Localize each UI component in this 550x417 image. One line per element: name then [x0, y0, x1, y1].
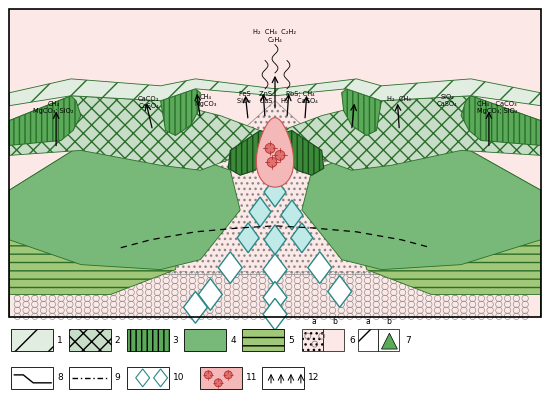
Polygon shape [264, 225, 286, 255]
Bar [242, 329, 284, 351]
Circle shape [275, 151, 285, 160]
Bar [12, 367, 53, 389]
Polygon shape [121, 101, 429, 274]
Polygon shape [136, 369, 150, 387]
Bar [262, 367, 304, 389]
Polygon shape [228, 131, 275, 175]
Text: CH₄
MgCO₃: CH₄ MgCO₃ [194, 94, 217, 107]
Polygon shape [281, 200, 303, 230]
Circle shape [224, 371, 232, 379]
Text: 2: 2 [115, 336, 120, 344]
Polygon shape [249, 197, 271, 227]
Polygon shape [461, 96, 541, 146]
Polygon shape [9, 146, 240, 269]
Bar [126, 367, 168, 389]
Text: 4: 4 [230, 336, 236, 344]
Polygon shape [9, 96, 81, 146]
Polygon shape [9, 146, 185, 317]
Polygon shape [237, 223, 259, 253]
Text: CH₄   CaCO₃
MgCO₃; SiO₂: CH₄ CaCO₃ MgCO₃; SiO₂ [476, 101, 517, 114]
Text: PbS; CH₄
H₂    CaSO₄: PbS; CH₄ H₂ CaSO₄ [282, 91, 318, 104]
Polygon shape [153, 369, 168, 387]
Text: FeS    ZnS
SiO₂    CuS: FeS ZnS SiO₂ CuS [238, 91, 273, 104]
Bar [69, 329, 111, 351]
Text: SiO₂
CaSO₄: SiO₂ CaSO₄ [437, 94, 458, 107]
Circle shape [265, 143, 275, 153]
Text: 3: 3 [173, 336, 178, 344]
Text: 7: 7 [405, 336, 411, 344]
Text: b: b [332, 317, 337, 326]
Text: a: a [365, 317, 370, 326]
Polygon shape [263, 299, 287, 330]
Bar [358, 329, 378, 351]
Polygon shape [218, 252, 242, 284]
Polygon shape [275, 131, 324, 175]
Text: a: a [311, 317, 316, 326]
Bar [69, 367, 111, 389]
Circle shape [267, 157, 277, 167]
Polygon shape [256, 118, 294, 187]
Polygon shape [9, 9, 541, 317]
Polygon shape [263, 254, 287, 286]
Bar [200, 367, 242, 389]
Polygon shape [356, 146, 541, 317]
Polygon shape [302, 146, 541, 269]
Text: 6: 6 [350, 336, 355, 344]
Bar [9, 9, 541, 317]
Polygon shape [308, 252, 332, 284]
Text: b: b [386, 317, 391, 326]
Bar [126, 329, 168, 351]
Text: H₂  CH₄  C₂H₂
C₂H₄: H₂ CH₄ C₂H₂ C₂H₄ [254, 29, 296, 43]
Polygon shape [275, 96, 541, 170]
Text: 5: 5 [288, 336, 294, 344]
Polygon shape [199, 279, 222, 310]
Polygon shape [161, 89, 200, 136]
Text: CH₄
MgCO₃; SiO₂: CH₄ MgCO₃; SiO₂ [33, 101, 74, 114]
Bar [323, 329, 344, 351]
Text: 10: 10 [173, 373, 184, 382]
Circle shape [205, 371, 212, 379]
Polygon shape [342, 89, 382, 136]
Text: 11: 11 [246, 373, 257, 382]
Text: 9: 9 [115, 373, 120, 382]
Polygon shape [263, 281, 287, 313]
Polygon shape [382, 333, 398, 349]
Bar [302, 329, 323, 351]
Polygon shape [328, 276, 351, 307]
Text: 12: 12 [308, 373, 319, 382]
Circle shape [214, 379, 222, 387]
Text: H₂  CH₄: H₂ CH₄ [387, 96, 411, 102]
Bar [184, 329, 226, 351]
Polygon shape [264, 177, 286, 207]
Text: CaCO₃
CaSO₄: CaCO₃ CaSO₄ [138, 96, 160, 109]
Text: 8: 8 [57, 373, 63, 382]
Text: 1: 1 [57, 336, 63, 344]
Polygon shape [184, 291, 207, 323]
Polygon shape [291, 223, 313, 253]
Bar [12, 329, 53, 351]
Bar [378, 329, 399, 351]
Polygon shape [9, 79, 541, 106]
Polygon shape [9, 96, 275, 170]
